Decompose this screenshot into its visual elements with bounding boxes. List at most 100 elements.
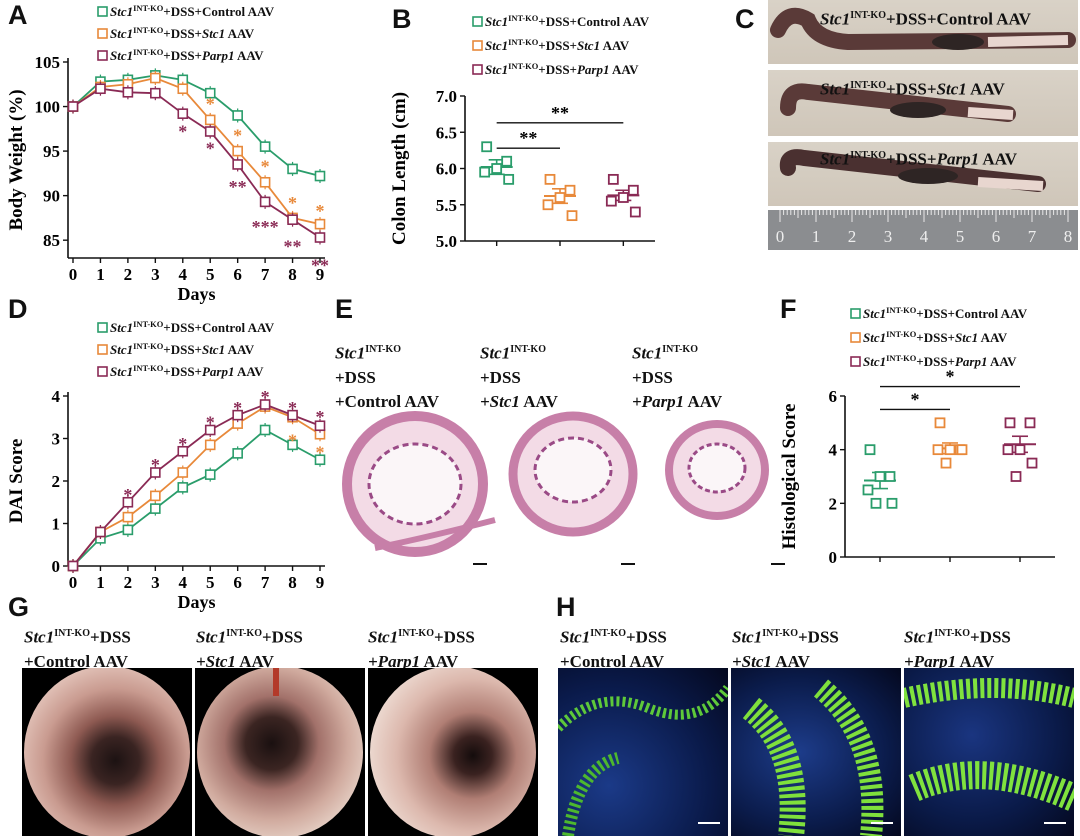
data-point bbox=[287, 163, 298, 175]
histology-section-stc1 bbox=[508, 411, 638, 537]
ruler-number: 3 bbox=[884, 227, 893, 246]
ruler-number: 5 bbox=[956, 227, 965, 246]
significance-label: * bbox=[911, 389, 920, 409]
data-point bbox=[605, 195, 617, 207]
panel-letter-e: E bbox=[335, 294, 354, 324]
fluorescence-caption-stc1: Stc1INT-KO+DSS +Stc1 AAV bbox=[732, 627, 839, 671]
data-point bbox=[122, 496, 134, 508]
ruler-number: 0 bbox=[776, 227, 785, 246]
data-point bbox=[232, 145, 243, 157]
y-tick-label: 90 bbox=[43, 187, 60, 206]
x-tick-label: 0 bbox=[69, 573, 78, 592]
data-point bbox=[501, 155, 513, 167]
x-tick-label: 9 bbox=[316, 265, 325, 284]
data-point bbox=[944, 444, 956, 456]
panel-letter-b: B bbox=[392, 4, 412, 34]
data-point bbox=[204, 424, 216, 436]
y-tick-label: 5.5 bbox=[436, 196, 457, 215]
endoscopy-image-parp1 bbox=[368, 668, 538, 836]
y-tick-label: 85 bbox=[43, 231, 60, 250]
y-tick-label: 6.0 bbox=[436, 160, 457, 179]
y-tick-label: 100 bbox=[35, 98, 61, 117]
legend-entry: Stc1INT-KO+DSS+Stc1 AAV bbox=[110, 341, 255, 357]
legend-entry: Stc1INT-KO+DSS+Parp1 AAV bbox=[110, 47, 264, 63]
data-point bbox=[564, 184, 576, 196]
histology-caption-control: Stc1INT-KO +DSS +Control AAV bbox=[335, 343, 439, 411]
data-point bbox=[122, 524, 134, 536]
x-tick-label: 3 bbox=[151, 265, 160, 284]
endoscopy-caption-control: Stc1INT-KO+DSS +Control AAV bbox=[24, 627, 131, 671]
y-axis-title: DAI Score bbox=[6, 439, 27, 524]
data-point bbox=[1024, 417, 1036, 429]
colon-image-parp1 bbox=[779, 149, 1046, 192]
series-line-0 bbox=[72, 74, 321, 177]
histology-section-control bbox=[342, 411, 496, 557]
data-point bbox=[259, 399, 271, 410]
legend-marker bbox=[97, 366, 108, 377]
y-tick-label: 95 bbox=[43, 142, 60, 161]
x-tick-label: 4 bbox=[179, 573, 188, 592]
y-tick-label: 2 bbox=[829, 494, 838, 513]
legend-entry: Stc1INT-KO+DSS+Stc1 AAV bbox=[863, 329, 1008, 345]
histology-caption-stc1: Stc1INT-KO +DSS +Stc1 AAV bbox=[480, 343, 558, 411]
ruler-number: 8 bbox=[1064, 227, 1073, 246]
photo-label-parp1: Stc1INT-KO+DSS+Parp1 AAV bbox=[820, 149, 1018, 169]
data-point bbox=[554, 192, 566, 203]
significance-star: ** bbox=[311, 255, 329, 275]
data-point bbox=[95, 83, 106, 95]
panel-letter-a: A bbox=[8, 0, 28, 30]
data-point bbox=[862, 484, 874, 496]
data-point bbox=[150, 467, 161, 478]
significance-star: * bbox=[261, 387, 270, 407]
significance-star: * bbox=[316, 407, 325, 427]
y-tick-label: 1 bbox=[52, 515, 61, 534]
significance-star: * bbox=[233, 125, 242, 145]
significance-label: * bbox=[946, 367, 955, 387]
histological-score-chart: 0 2 4 6 Stc1INT-KO+DSS+Control AAV Stc1INT-KO… bbox=[779, 305, 1055, 567]
data-point bbox=[150, 72, 161, 84]
x-tick-label: 1 bbox=[96, 573, 105, 592]
ruler-number: 4 bbox=[920, 227, 929, 246]
data-point bbox=[1004, 417, 1016, 429]
panel-letter-d: D bbox=[8, 294, 28, 324]
data-point bbox=[287, 214, 298, 225]
endoscopy-caption-stc1: Stc1INT-KO+DSS +Stc1 AAV bbox=[196, 627, 303, 671]
significance-star: * bbox=[233, 398, 242, 418]
data-point bbox=[204, 114, 216, 126]
histology-caption-parp1: Stc1INT-KO +DSS +Parp1 AAV bbox=[632, 343, 723, 411]
y-axis-title: Colon Length (cm) bbox=[389, 92, 410, 245]
panel-letter-g: G bbox=[8, 592, 30, 622]
body-weight-chart: 85 90 95 100 105 0 1 2 3 4 5 6 7 8 9 Days Body Weight (%… bbox=[6, 3, 329, 304]
data-point bbox=[314, 218, 326, 230]
legend-entry: Stc1INT-KO+DSS+Control AAV bbox=[485, 13, 650, 29]
colon-image-control bbox=[770, 7, 1076, 51]
data-point bbox=[481, 141, 493, 153]
x-tick-label: 4 bbox=[179, 265, 188, 284]
x-tick-label: 8 bbox=[288, 265, 297, 284]
legend-marker bbox=[97, 322, 108, 333]
legend-marker bbox=[850, 332, 861, 343]
x-tick-label: 6 bbox=[233, 573, 242, 592]
data-point bbox=[232, 409, 243, 421]
ruler-body bbox=[768, 210, 1078, 250]
x-tick-label: 2 bbox=[124, 265, 133, 284]
data-point bbox=[204, 126, 216, 137]
significance-star: * bbox=[261, 156, 270, 176]
photo-label-control: Stc1INT-KO+DSS+Control AAV bbox=[820, 9, 1031, 29]
legend-marker bbox=[472, 40, 483, 51]
colon-photo-control bbox=[768, 0, 1078, 64]
fluorescence-image-control bbox=[558, 668, 728, 836]
data-point bbox=[67, 560, 79, 572]
data-point bbox=[934, 417, 946, 429]
y-tick-label: 0 bbox=[829, 548, 838, 567]
x-tick-label: 2 bbox=[124, 573, 133, 592]
y-axis-title: Body Weight (%) bbox=[6, 89, 27, 230]
y-tick-label: 4 bbox=[52, 387, 61, 406]
fluorescence-image-parp1 bbox=[904, 668, 1074, 836]
data-point bbox=[479, 166, 491, 178]
data-point bbox=[1014, 444, 1026, 456]
significance-star: * bbox=[178, 122, 187, 142]
data-point bbox=[314, 420, 326, 432]
data-point bbox=[864, 444, 876, 456]
